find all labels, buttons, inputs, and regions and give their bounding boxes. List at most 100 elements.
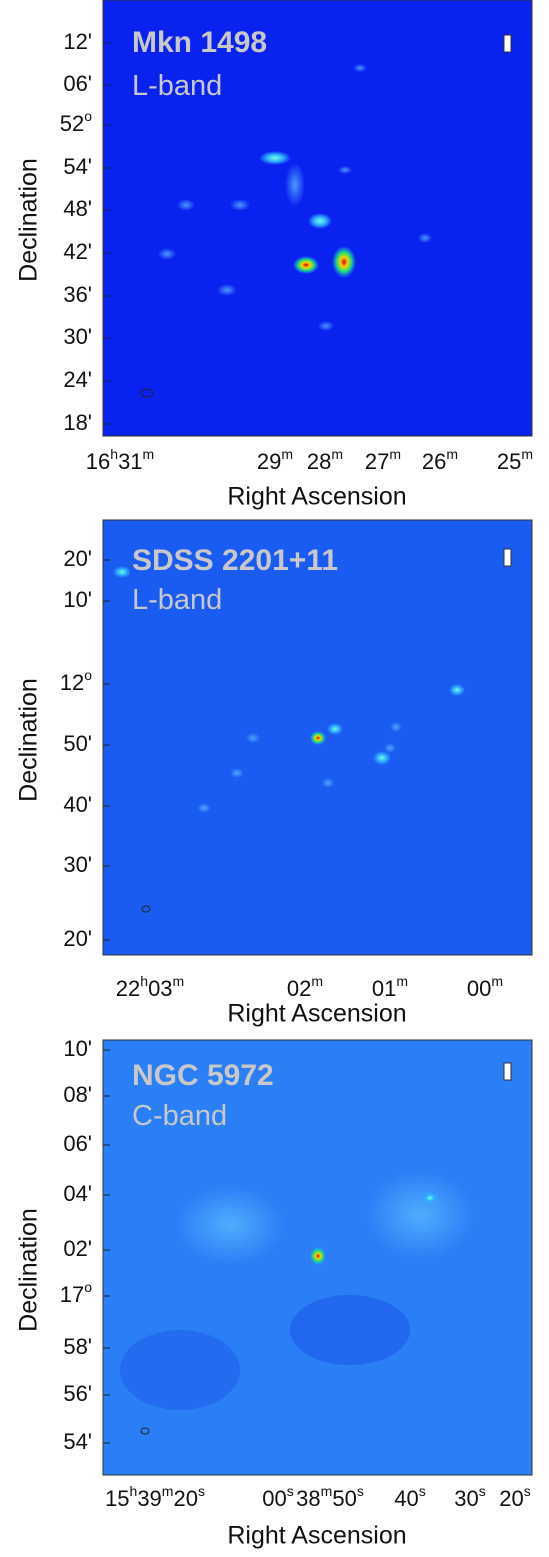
tick-number: 30' [63, 324, 92, 349]
radio-image [102, 1039, 533, 1476]
band-label: L-band [132, 584, 222, 616]
y-axis-label: Declination [15, 158, 43, 282]
tick-number: 40 [394, 1486, 418, 1511]
tick-label: 54' [63, 1429, 92, 1454]
band-label: C-band [132, 1100, 227, 1132]
tick-label: 20' [63, 546, 92, 571]
tick-number: 12 [60, 670, 84, 695]
tick-unit: m [521, 446, 533, 462]
tick-number: 20' [63, 546, 92, 571]
tick-number: 00 [262, 1486, 286, 1511]
tick-number: 06' [63, 71, 92, 96]
tick-label: 24' [63, 367, 92, 392]
tick-number: 20 [173, 1486, 197, 1511]
tick-number: 54' [63, 1429, 92, 1454]
tick-number: 26 [422, 449, 446, 474]
tick-label: 04' [63, 1181, 92, 1206]
tick-number: 38 [296, 1486, 320, 1511]
tick-unit: m [281, 446, 293, 462]
tick-number: 50 [332, 1486, 356, 1511]
tick-number: 10' [63, 587, 92, 612]
y-axis-label: Declination [15, 1208, 43, 1332]
tick-label: 30' [63, 324, 92, 349]
tick-unit: h [140, 973, 148, 989]
tick-label: 02m [287, 973, 323, 1001]
tick-unit: m [162, 1483, 174, 1499]
tick-number: 02' [63, 1236, 92, 1261]
x-axis-label: Right Ascension [227, 483, 406, 511]
tick-label: 40s [394, 1483, 425, 1511]
tick-number: 08' [63, 1082, 92, 1107]
panel-title: SDSS 2201+11 [132, 544, 338, 577]
tick-label: 52o [60, 108, 92, 136]
tick-number: 42' [63, 239, 92, 264]
tick-label: 36' [63, 282, 92, 307]
tick-label: 06' [63, 71, 92, 96]
tick-label: 15h39m20s [105, 1483, 205, 1511]
tick-label: 12' [63, 29, 92, 54]
tick-unit: s [357, 1483, 364, 1499]
tick-label: 20s [499, 1483, 530, 1511]
tick-unit: m [331, 446, 343, 462]
tick-label: 08' [63, 1082, 92, 1107]
tick-number: 27 [365, 449, 389, 474]
tick-number: 24' [63, 367, 92, 392]
tick-number: 39 [137, 1486, 161, 1511]
tick-number: 10' [63, 1036, 92, 1061]
radio-image [102, 0, 533, 437]
tick-unit: m [389, 446, 401, 462]
tick-number: 40' [63, 792, 92, 817]
tick-unit: s [479, 1483, 486, 1499]
tick-label: 06' [63, 1131, 92, 1156]
tick-label: 01m [372, 973, 408, 1001]
tick-unit: h [130, 1483, 138, 1499]
tick-label: 27m [365, 446, 401, 474]
tick-label: 48' [63, 196, 92, 221]
tick-label: 56' [63, 1381, 92, 1406]
tick-number: 56' [63, 1381, 92, 1406]
tick-number: 28 [307, 449, 331, 474]
tick-number: 58' [63, 1334, 92, 1359]
tick-label: 42' [63, 239, 92, 264]
tick-label: 17o [60, 1279, 92, 1307]
tick-number: 00 [467, 976, 491, 1001]
tick-unit: o [84, 667, 92, 683]
tick-number: 29 [257, 449, 281, 474]
tick-label: 40' [63, 792, 92, 817]
tick-label: 16h31m [86, 446, 154, 474]
tick-label: 20' [63, 926, 92, 951]
tick-number: 17 [60, 1282, 84, 1307]
tick-unit: m [321, 1483, 333, 1499]
tick-label: 00m [467, 973, 503, 1001]
tick-number: 03 [148, 976, 172, 1001]
panel-title: Mkn 1498 [132, 26, 267, 59]
tick-unit: s [419, 1483, 426, 1499]
tick-number: 36' [63, 282, 92, 307]
tick-label: 58' [63, 1334, 92, 1359]
tick-label: 25m [497, 446, 533, 474]
x-axis-label: Right Ascension [227, 1000, 406, 1028]
tick-unit: h [110, 446, 118, 462]
tick-number: 16 [86, 449, 110, 474]
tick-label: 50' [63, 731, 92, 756]
tick-number: 20 [499, 1486, 523, 1511]
tick-unit: o [84, 108, 92, 124]
tick-unit: m [143, 446, 155, 462]
tick-label: 29m [257, 446, 293, 474]
tick-label: 30s [454, 1483, 485, 1511]
tick-label: 30' [63, 852, 92, 877]
tick-number: 04' [63, 1181, 92, 1206]
tick-label: 00s [262, 1483, 293, 1511]
band-label: L-band [132, 70, 222, 102]
tick-label: 38m50s [296, 1483, 364, 1511]
x-axis-label: Right Ascension [227, 1522, 406, 1550]
tick-unit: m [311, 973, 323, 989]
tick-number: 18' [63, 410, 92, 435]
tick-number: 31 [118, 449, 142, 474]
tick-number: 22 [116, 976, 140, 1001]
tick-label: 54' [63, 154, 92, 179]
tick-unit: m [491, 973, 503, 989]
tick-label: 28m [307, 446, 343, 474]
tick-label: 02' [63, 1236, 92, 1261]
